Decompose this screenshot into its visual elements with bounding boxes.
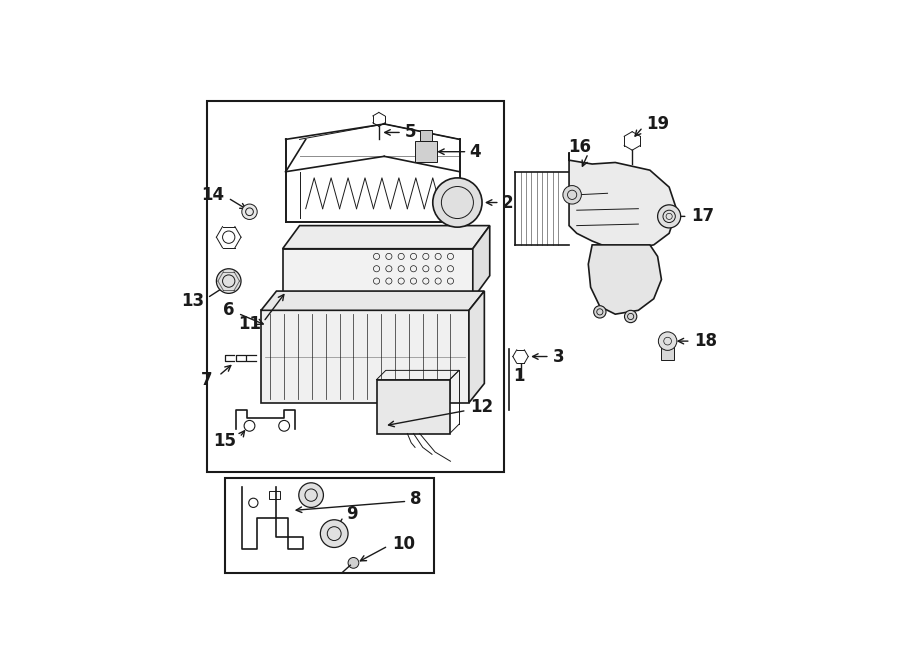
Text: 10: 10 [392, 535, 415, 553]
Bar [419, 130, 432, 141]
Text: 6: 6 [222, 301, 234, 319]
Circle shape [320, 520, 348, 547]
Text: 17: 17 [690, 208, 714, 225]
Circle shape [625, 310, 637, 323]
Text: 12: 12 [470, 399, 493, 416]
Bar [662, 337, 674, 360]
Bar [376, 379, 450, 434]
Bar [283, 249, 472, 299]
Circle shape [299, 483, 323, 508]
Polygon shape [469, 291, 484, 403]
Circle shape [433, 178, 482, 227]
Text: 7: 7 [201, 371, 212, 389]
Polygon shape [589, 245, 662, 314]
Text: 18: 18 [694, 332, 716, 350]
Text: 19: 19 [646, 115, 670, 133]
Circle shape [659, 332, 677, 350]
Text: 9: 9 [346, 506, 358, 524]
Bar [225, 478, 435, 573]
Circle shape [242, 204, 257, 219]
Text: 1: 1 [514, 367, 525, 385]
Text: 14: 14 [201, 186, 224, 204]
Text: 5: 5 [404, 124, 416, 141]
Circle shape [562, 186, 581, 204]
Polygon shape [472, 225, 490, 299]
Circle shape [216, 269, 241, 293]
Bar [207, 101, 504, 472]
Text: 8: 8 [410, 490, 422, 508]
Circle shape [594, 305, 606, 318]
Text: 4: 4 [470, 143, 482, 161]
Text: 16: 16 [568, 138, 591, 156]
Polygon shape [283, 225, 490, 249]
Bar [415, 141, 436, 163]
Circle shape [658, 205, 680, 228]
Bar [261, 310, 469, 403]
Text: 2: 2 [502, 194, 514, 212]
Polygon shape [261, 291, 484, 310]
Text: 13: 13 [181, 292, 204, 310]
Polygon shape [569, 153, 677, 249]
Circle shape [348, 557, 359, 568]
Text: 11: 11 [238, 315, 261, 333]
Text: 3: 3 [553, 348, 564, 366]
Text: 15: 15 [213, 432, 237, 450]
Bar [269, 491, 280, 499]
